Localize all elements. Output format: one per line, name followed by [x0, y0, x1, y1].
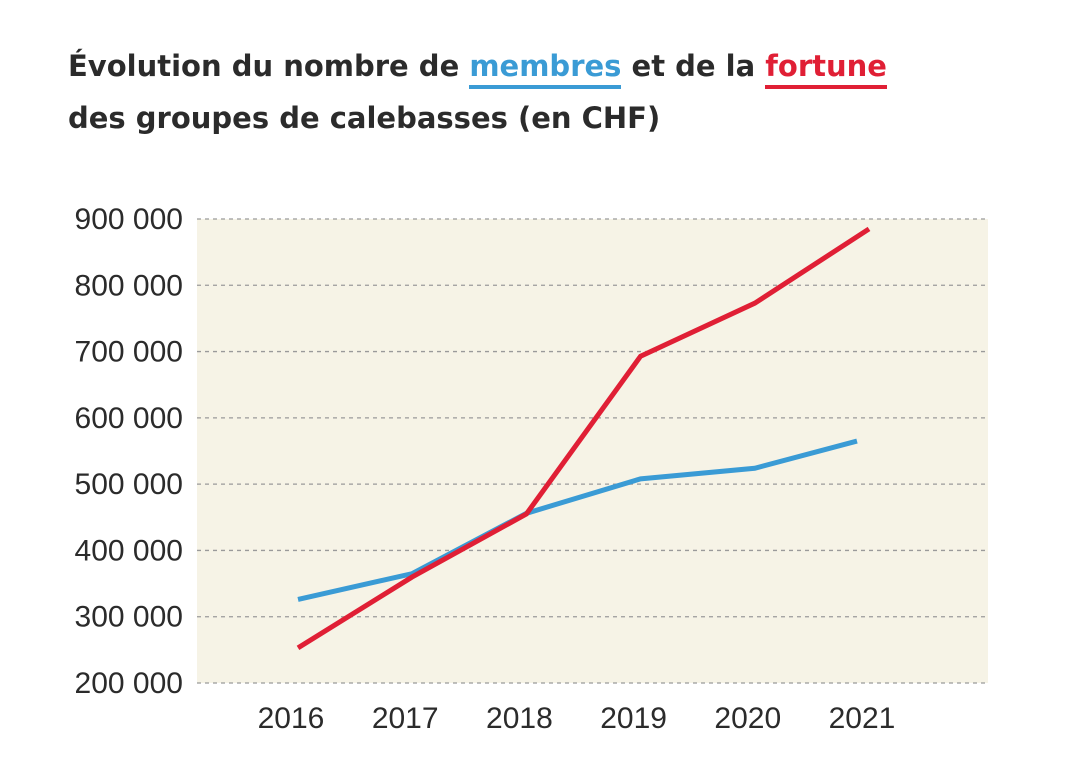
series-line-fortune [296, 226, 871, 650]
title-line-2: des groupes de calebasses (en CHF) [68, 101, 661, 135]
y-tick-label: 600 000 [75, 402, 183, 435]
x-tick-label: 2020 [714, 702, 781, 735]
y-axis-ticks: 200 000 300 000 400 000 500 000 600 000 700 0… [75, 203, 183, 700]
title-line-1: Évolution du nombre de membres et de la … [68, 40, 1028, 92]
legend-fortune-label: fortune [765, 48, 887, 89]
y-tick-label: 700 000 [75, 336, 183, 369]
grid-lines [197, 218, 988, 684]
y-tick-label: 300 000 [75, 601, 183, 634]
y-tick-label: 500 000 [75, 468, 183, 501]
y-tick-label: 900 000 [75, 203, 183, 236]
y-tick-label: 800 000 [75, 269, 183, 302]
x-tick-label: 2017 [372, 702, 439, 735]
x-axis-ticks: 2016 2017 2018 2019 2020 2021 [258, 702, 896, 735]
x-tick-label: 2018 [486, 702, 553, 735]
plot-area [197, 219, 988, 683]
y-tick-label: 400 000 [75, 534, 183, 567]
title-text-a: Évolution du nombre de [68, 49, 470, 83]
series-line-membres [297, 438, 858, 602]
title-text-b: et de la [621, 49, 766, 83]
chart-title: Évolution du nombre de membres et de la … [68, 40, 1028, 144]
legend-members-label: membres [469, 48, 622, 89]
x-tick-label: 2021 [829, 702, 896, 735]
series-lines [296, 226, 871, 650]
x-tick-label: 2019 [600, 702, 667, 735]
y-tick-label: 200 000 [75, 667, 183, 700]
x-tick-label: 2016 [258, 702, 325, 735]
